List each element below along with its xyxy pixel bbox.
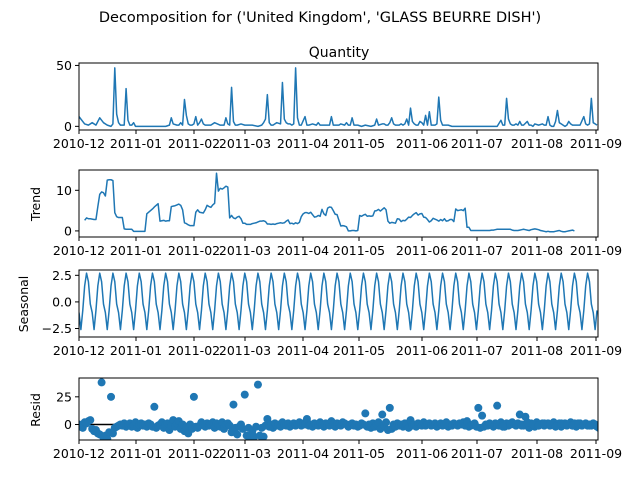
resid-point [585,421,594,430]
figure-title: Decomposition for ('United Kingdom', 'GL… [99,10,541,26]
xtick-label: 2011-05 [333,446,385,461]
xtick-label: 2011-01 [110,343,162,358]
xtick-label: 2011-08 [511,446,563,461]
panel-seasonal-ylabel: Seasonal [16,276,31,333]
ytick-label: 0 [64,119,72,134]
seasonal-line [79,272,598,331]
xtick-label: 2011-03 [219,136,271,151]
xtick-label: 2010-12 [53,343,105,358]
ytick-label: 25 [56,389,72,404]
xtick-label: 2011-04 [277,446,329,461]
xtick-label: 2011-06 [396,243,448,258]
resid-point [253,380,262,389]
xtick-label: 2010-12 [53,446,105,461]
resid-point [240,390,249,399]
xtick-label: 2011-08 [511,136,563,151]
ytick-label: 0.0 [52,294,72,309]
resid-point [594,423,598,432]
xtick-label: 2011-05 [333,243,385,258]
xtick-label: 2011-08 [511,243,563,258]
ytick-label: −2.5 [42,321,72,336]
resid-point [478,411,487,420]
resid-point [229,400,238,409]
xtick-label: 2011-03 [219,446,271,461]
resid-point [189,392,198,401]
xtick-label: 2011-09 [570,243,622,258]
xtick-label: 2011-05 [333,343,385,358]
ytick-label: 50 [56,58,72,73]
xtick-label: 2011-06 [396,136,448,151]
xtick-label: 2011-07 [451,446,503,461]
resid-point [86,416,95,425]
series-line [84,172,575,233]
xtick-label: 2011-09 [570,446,622,461]
resid-point [378,410,387,419]
xtick-label: 2011-09 [570,136,622,151]
xtick-label: 2011-07 [451,243,503,258]
xtick-label: 2011-08 [511,343,563,358]
ytick-label: 10 [56,183,72,198]
resid-point [493,401,502,410]
xtick-label: 2010-12 [53,136,105,151]
xtick-label: 2011-03 [219,243,271,258]
resid-point [361,409,370,418]
resid-point [97,378,106,387]
xtick-label: 2010-12 [53,243,105,258]
xtick-label: 2011-01 [110,446,162,461]
panel-quantity: Quantity 050 2010-12 2011-01 2011-022011-0… [53,45,622,151]
xtick-label: 2011-02 [168,446,220,461]
panel-resid-frame [78,377,599,441]
xtick-label: 2011-05 [333,136,385,151]
xtick-label: 2011-04 [277,343,329,358]
panel-quantity-frame [78,62,599,131]
ytick-label: 2.5 [52,268,72,283]
xtick-label: 2011-03 [219,343,271,358]
xtick-label: 2011-07 [451,343,503,358]
resid-point [233,430,242,439]
xtick-label: 2011-09 [570,343,622,358]
resid-point [498,422,507,431]
ytick-label: 0 [64,417,72,432]
xtick-label: 2011-01 [110,136,162,151]
ytick-label: 0 [64,223,72,238]
xtick-label: 2011-02 [168,343,220,358]
resid-point [107,392,116,401]
xtick-label: 2011-06 [396,343,448,358]
panel-quantity-title: Quantity [309,45,370,61]
xtick-label: 2011-02 [168,243,220,258]
xtick-label: 2011-01 [110,243,162,258]
resid-point [382,418,391,427]
resid-point [259,432,268,440]
resid-point [150,402,159,411]
resid-point [385,403,394,412]
xtick-label: 2011-04 [277,243,329,258]
resid-point [474,403,483,412]
xtick-label: 2011-02 [168,136,220,151]
series-line [79,67,598,128]
xtick-label: 2011-04 [277,136,329,151]
panel-resid-ylabel: Resid [28,393,43,427]
xtick-label: 2011-06 [396,446,448,461]
panel-trend-frame [78,169,599,238]
xtick-label: 2011-07 [451,136,503,151]
panel-trend-ylabel: Trend [28,187,43,222]
panel-seasonal-frame [78,269,599,338]
panel-seasonal: Seasonal −2.5 0.0 2.5 2010-12 2011-01 2011-0… [16,268,622,358]
